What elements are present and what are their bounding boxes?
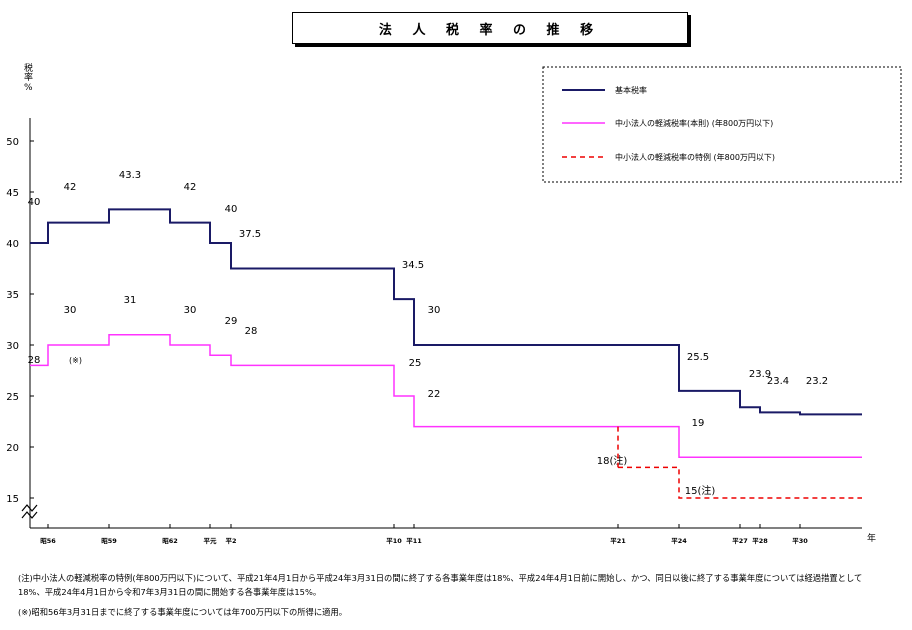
x-tick-label: 平28 (752, 537, 768, 545)
y-tick-label: 45 (6, 188, 19, 199)
x-tick-label: 平元 (204, 537, 218, 545)
data-label: 43.3 (119, 170, 141, 181)
data-label: 37.5 (239, 229, 261, 240)
footnotes: (注)中小法人の軽減税率の特例(年800万円以下)について、平成21年4月1日か… (18, 571, 898, 619)
data-label: 30 (428, 305, 441, 316)
footnote-2: (※)昭和56年3月31日までに終了する事業年度については年700万円以下の所得… (18, 607, 348, 617)
series-line-1 (30, 334, 862, 458)
data-label: 15(注) (685, 484, 716, 497)
x-axis-label: 年 (867, 532, 876, 544)
data-label: 23.4 (767, 376, 789, 387)
x-tick-label: 昭59 (101, 536, 117, 545)
y-axis-label-unit: % (24, 83, 33, 93)
x-tick-label: 平24 (671, 537, 687, 545)
y-axis-label: 税 (24, 62, 33, 74)
x-tick-label: 平10 (386, 537, 402, 545)
data-label: 28 (245, 326, 258, 337)
data-label: 23.9 (749, 369, 771, 380)
y-tick-label: 25 (6, 392, 19, 403)
x-tick-label: 昭62 (162, 536, 178, 545)
data-label: 40 (225, 204, 238, 215)
y-tick-label: 20 (6, 443, 19, 454)
data-label: 18(注) (597, 454, 628, 467)
legend-label: 中小法人の軽減税率の特例 (年800万円以下) (615, 152, 775, 162)
data-label: 22 (428, 389, 441, 400)
x-tick-label: 平11 (406, 537, 422, 545)
data-label: 19 (692, 418, 705, 429)
y-tick-label: 35 (6, 290, 19, 301)
data-label: 28 (28, 355, 41, 366)
data-label: 31 (124, 295, 137, 306)
data-label: 25 (409, 358, 422, 369)
legend-label: 中小法人の軽減税率(本則) (年800万円以下) (615, 118, 773, 128)
legend-label: 基本税率 (615, 85, 647, 95)
x-tick-label: 平21 (610, 537, 626, 545)
y-tick-label: 50 (6, 137, 19, 148)
data-label: 42 (184, 182, 197, 193)
x-tick-label: 昭56 (40, 536, 56, 545)
data-label: 34.5 (402, 260, 424, 271)
data-label: 30 (64, 305, 77, 316)
data-label: 29 (225, 316, 238, 327)
series-line-0 (30, 208, 862, 416)
axis-break-icon (21, 504, 38, 519)
x-tick-label: 平2 (225, 537, 236, 545)
x-tick-label: 平30 (792, 537, 808, 545)
x-tick-label: 平27 (732, 537, 748, 545)
data-label: 30 (184, 305, 197, 316)
footnote-1: (注)中小法人の軽減税率の特例(年800万円以下)について、平成21年4月1日か… (18, 573, 863, 583)
y-axis-label: 率 (24, 71, 33, 83)
data-label: 40 (28, 197, 41, 208)
series-line-2 (618, 466, 862, 499)
data-label: 25.5 (687, 352, 709, 363)
y-tick-label: 30 (6, 341, 19, 352)
y-tick-label: 40 (6, 239, 19, 250)
data-label: 42 (64, 182, 77, 193)
annotation-note-mark: (※) (69, 356, 82, 365)
footnote-1-cont: 18%、平成24年4月1日から令和7年3月31日の間に開始する各事業年度は15%… (18, 587, 322, 597)
data-label: 23.2 (806, 376, 828, 387)
legend-box (542, 66, 902, 183)
y-tick-label: 15 (6, 494, 19, 505)
chart-title: 法 人 税 率 の 推 移 (292, 12, 688, 44)
